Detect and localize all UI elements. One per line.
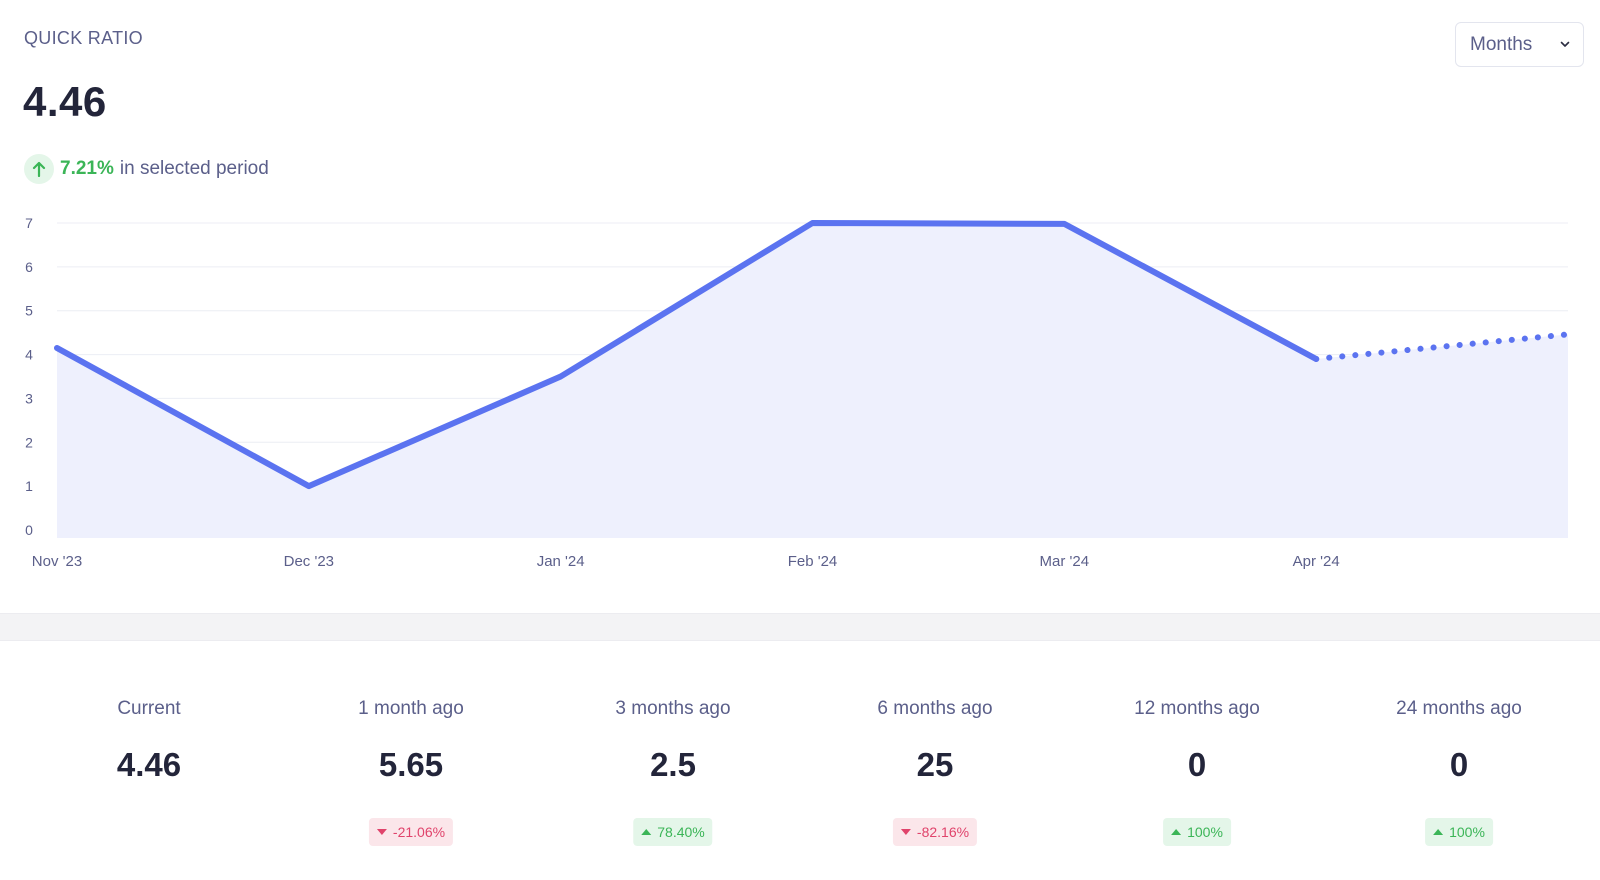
section-divider	[0, 613, 1600, 641]
series-line	[54, 220, 1320, 490]
metric-value: 4.46	[23, 78, 107, 125]
stat-label: 3 months ago	[615, 698, 731, 719]
change-percentage: 7.21%	[60, 158, 114, 179]
stat-change-value: -82.16%	[916, 824, 970, 840]
x-tick-label: Jan '24	[537, 553, 585, 570]
x-tick-label: Feb '24	[788, 553, 838, 570]
stat-value: 25	[916, 746, 954, 783]
stat-label: Current	[117, 698, 181, 719]
quick-ratio-panel: QUICK RATIO 4.46 7.21% in selected perio…	[23, 22, 1584, 570]
triangle-down-icon	[900, 829, 911, 835]
stat-change-badge: 100%	[1163, 818, 1231, 846]
stat-change-badge: 78.40%	[633, 818, 713, 846]
y-tick-label: 5	[25, 303, 33, 319]
stat-label: 6 months ago	[877, 698, 993, 719]
stat-change-badge: -21.06%	[368, 818, 454, 846]
quick-ratio-chart: 0 1 2 3 4 5 6 7 Nov '23 Dec '23 Jan '24 Feb '24 Mar …	[25, 215, 1571, 570]
y-tick-label: 3	[25, 390, 33, 406]
stat-change-value: -21.06%	[392, 824, 446, 840]
triangle-up-icon	[1433, 829, 1444, 835]
stat-label: 24 months ago	[1396, 698, 1522, 719]
arrow-up-icon	[24, 154, 54, 184]
stat-label: 12 months ago	[1134, 698, 1260, 719]
period-comparison: Current 4.46 1 month ago 5.65 -21.06% 3 month…	[0, 642, 1600, 880]
period-select-value: Months	[1470, 33, 1533, 55]
x-tick-label: Dec '23	[284, 553, 334, 570]
x-tick-label: Apr '24	[1293, 553, 1340, 570]
stat-change-value: 78.40%	[657, 824, 705, 840]
stat-value: 0	[1187, 746, 1207, 783]
change-summary: 7.21% in selected period	[24, 154, 269, 184]
triangle-up-icon	[641, 829, 652, 835]
chevron-down-icon	[1559, 37, 1571, 55]
stat-value: 4.46	[116, 746, 182, 783]
change-caption: in selected period	[119, 158, 269, 179]
stat-change-value: 100%	[1187, 824, 1223, 840]
stat-value: 0	[1449, 746, 1469, 783]
y-tick-label: 7	[25, 215, 33, 231]
stat-value: 2.5	[650, 746, 696, 783]
series-projection-line	[1313, 331, 1571, 362]
period-select[interactable]: Months	[1455, 22, 1584, 67]
y-tick-label: 0	[25, 522, 33, 538]
series-area	[57, 223, 1568, 538]
y-tick-label: 6	[25, 259, 33, 275]
stat-change-value: 100%	[1449, 824, 1485, 840]
x-tick-label: Mar '24	[1040, 553, 1090, 570]
y-tick-label: 2	[25, 434, 33, 450]
triangle-up-icon	[1171, 829, 1182, 835]
stat-change-badge: -82.16%	[892, 818, 978, 846]
stat-label: 1 month ago	[358, 698, 464, 719]
stat-value: 5.65	[378, 746, 444, 783]
stat-change-badge: 100%	[1425, 818, 1493, 846]
metric-title: QUICK RATIO	[24, 28, 143, 48]
y-tick-label: 1	[25, 478, 33, 494]
triangle-down-icon	[376, 829, 387, 835]
y-tick-label: 4	[25, 347, 33, 363]
x-tick-label: Nov '23	[32, 553, 82, 570]
